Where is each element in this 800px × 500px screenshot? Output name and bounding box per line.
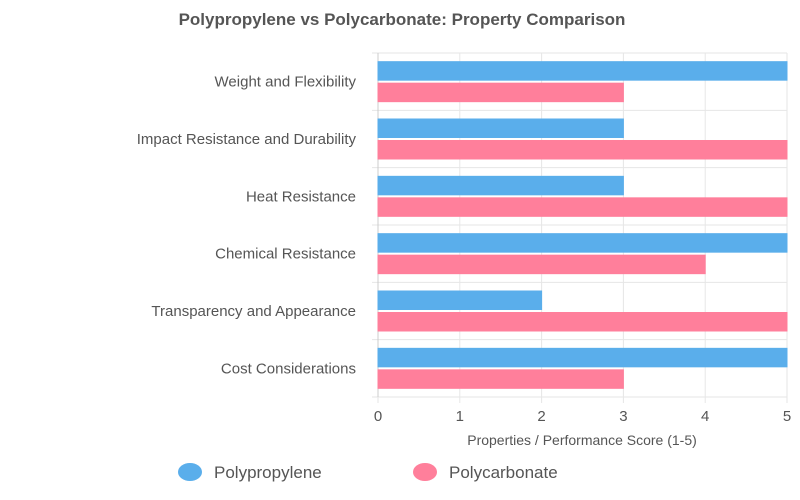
bar-polycarbonate[interactable]	[377, 312, 788, 332]
bar-polycarbonate[interactable]	[377, 369, 624, 389]
bar-polycarbonate[interactable]	[377, 140, 788, 160]
legend-swatch	[178, 463, 202, 481]
x-tick-label: 0	[374, 408, 382, 425]
legend-label: Polypropylene	[214, 463, 322, 482]
x-axis-ticks: 0 1 2 3 4 5	[374, 408, 791, 425]
bar-polypropylene[interactable]	[377, 118, 624, 138]
legend-swatch	[413, 463, 437, 481]
category-label: Transparency and Appearance	[151, 303, 356, 320]
category-label: Cost Considerations	[221, 360, 356, 377]
bar-polypropylene[interactable]	[377, 175, 624, 196]
x-tick-label: 4	[701, 408, 709, 425]
legend-label: Polycarbonate	[449, 463, 558, 482]
category-label: Chemical Resistance	[215, 246, 356, 263]
category-label: Heat Resistance	[246, 188, 356, 205]
category-labels: Weight and Flexibility Impact Resistance …	[137, 74, 357, 378]
legend-item-polycarbonate[interactable]: Polycarbonate	[413, 463, 558, 482]
grid-lines	[372, 52, 788, 403]
x-tick-label: 2	[537, 408, 545, 425]
x-tick-label: 3	[619, 408, 627, 425]
category-label: Impact Resistance and Durability	[137, 131, 357, 148]
legend[interactable]: Polypropylene Polycarbonate	[178, 463, 558, 482]
bar-polypropylene[interactable]	[377, 233, 788, 253]
bar-polycarbonate[interactable]	[377, 254, 706, 275]
x-axis-title: Properties / Performance Score (1-5)	[467, 432, 697, 448]
category-label: Weight and Flexibility	[215, 74, 357, 91]
bar-polypropylene[interactable]	[377, 61, 788, 81]
chart-title: Polypropylene vs Polycarbonate: Property…	[179, 10, 626, 29]
x-tick-label: 5	[783, 408, 791, 425]
bar-polycarbonate[interactable]	[377, 197, 788, 217]
bars	[377, 61, 788, 389]
bar-polypropylene[interactable]	[377, 290, 543, 310]
bar-polycarbonate[interactable]	[377, 82, 624, 103]
x-tick-label: 1	[456, 408, 464, 425]
bar-polypropylene[interactable]	[377, 347, 788, 368]
legend-item-polypropylene[interactable]: Polypropylene	[178, 463, 322, 482]
